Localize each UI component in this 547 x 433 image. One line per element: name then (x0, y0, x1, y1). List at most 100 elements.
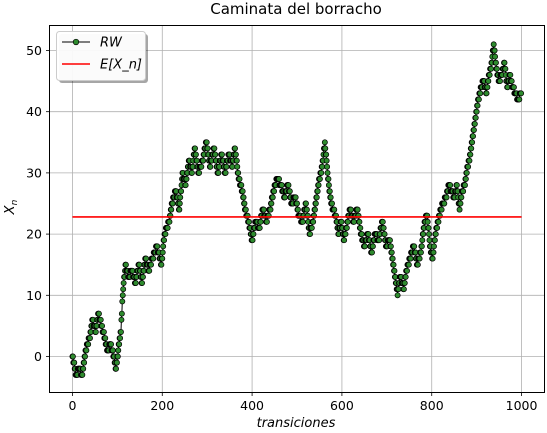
series-rw-point (193, 157, 200, 164)
series-rw-point (466, 157, 473, 164)
series-rw-point (323, 151, 330, 158)
series-rw-point (441, 200, 448, 207)
series-rw-point (102, 335, 109, 342)
series-rw-point (308, 225, 315, 231)
series-rw-point (271, 188, 278, 195)
series-rw-point (79, 371, 86, 378)
series-rw-point (488, 65, 494, 72)
series-rw-point (132, 280, 139, 287)
series-rw-point (485, 78, 492, 85)
series-rw-point (467, 151, 474, 158)
x-tick-label: 800 (420, 398, 444, 413)
series-rw-point (411, 243, 418, 250)
series-rw-point (267, 206, 274, 213)
series-rw-point (438, 206, 445, 213)
legend-rw-marker (72, 38, 80, 46)
series-rw-point (182, 182, 189, 189)
series-rw-point (85, 341, 92, 348)
grid (50, 26, 544, 392)
series-rw-point (516, 96, 523, 103)
series-rw-point (222, 169, 229, 176)
series-rw-point (118, 329, 124, 335)
series-rw-point (419, 237, 426, 244)
series-rw-point (312, 206, 318, 213)
series-rw-point (238, 182, 245, 189)
plot-area (69, 41, 525, 378)
series-rw-point (268, 200, 275, 207)
series-rw-point (331, 206, 338, 213)
series-rw-point (312, 200, 319, 207)
legend-label-expected: E[X_n] (100, 58, 142, 73)
series-rw-point (477, 90, 484, 97)
series-rw-point (292, 194, 299, 201)
x-axis-title: transiciones (257, 416, 336, 431)
series-rw-point (143, 255, 150, 262)
series-rw-point (338, 218, 345, 225)
series-rw-point (508, 78, 515, 85)
series-rw-point (198, 163, 205, 170)
series-rw-point (429, 255, 436, 262)
series-rw-point (315, 182, 322, 189)
series-rw-point (381, 231, 388, 238)
series-rw-point (183, 176, 190, 182)
series-rw-point (80, 365, 87, 372)
series-rw-point (324, 163, 331, 170)
series-rw-point (387, 243, 394, 250)
series-rw-point (178, 188, 185, 195)
series-rw-point (242, 206, 249, 213)
series-rw-point (286, 188, 293, 195)
series-rw-point (115, 347, 122, 354)
series-rw-point (376, 237, 383, 244)
series-rw-point (465, 163, 472, 170)
series-rw-point (483, 90, 490, 97)
series-rw-point (113, 365, 119, 372)
series-rw-point (116, 341, 123, 348)
series-rw-point (303, 206, 310, 213)
series-rw-point (323, 157, 330, 164)
series-rw-point (162, 231, 169, 238)
series-rw-point (369, 249, 375, 256)
y-tick-label: 50 (26, 43, 42, 58)
series-rw-point (245, 218, 252, 225)
series-rw-point (240, 194, 247, 201)
series-rw-point (310, 218, 317, 225)
series-rw-point (241, 200, 248, 207)
series-rw-point (460, 188, 467, 195)
series-rw-point (232, 151, 239, 158)
ticks: 0 200 400 600 800 1000 0 10 20 30 40 50 (26, 43, 537, 413)
series-rw-point (71, 359, 78, 366)
series-rw-point (394, 292, 401, 299)
series-rw-point (219, 151, 225, 158)
series-rw-point (303, 200, 309, 207)
series-rw-point (119, 298, 126, 305)
legend-box (56, 31, 146, 81)
series-rw-point (269, 194, 276, 201)
series-rw-point (432, 231, 439, 238)
chart-title: Caminata del borracho (210, 0, 382, 18)
x-tick-label: 0 (68, 398, 76, 413)
series-rw-point (108, 341, 115, 348)
series-rw-point (176, 200, 183, 207)
series-rw-point (260, 206, 267, 213)
y-axis-title: Xn (3, 199, 20, 215)
series-rw-point (414, 261, 421, 268)
series-rw-point (458, 194, 465, 201)
series-rw-point (435, 218, 442, 225)
series-rw-point (420, 231, 427, 238)
series-rw-point (223, 163, 230, 170)
series-rw-point (387, 237, 393, 244)
series-rw-point (150, 255, 157, 262)
series-rw-point (426, 237, 433, 244)
series-rw-point (344, 218, 351, 225)
axes-frame (49, 25, 545, 393)
series-rw-point (416, 255, 423, 262)
series-rw-point (318, 169, 325, 176)
series-rw-point (473, 108, 480, 115)
series-rw-point (69, 353, 76, 360)
y-tick-label: 20 (26, 227, 42, 242)
y-tick-label: 10 (26, 288, 42, 303)
series-rw-point (431, 243, 437, 250)
series-rw-point (321, 139, 328, 146)
series-rw-point (120, 286, 127, 293)
